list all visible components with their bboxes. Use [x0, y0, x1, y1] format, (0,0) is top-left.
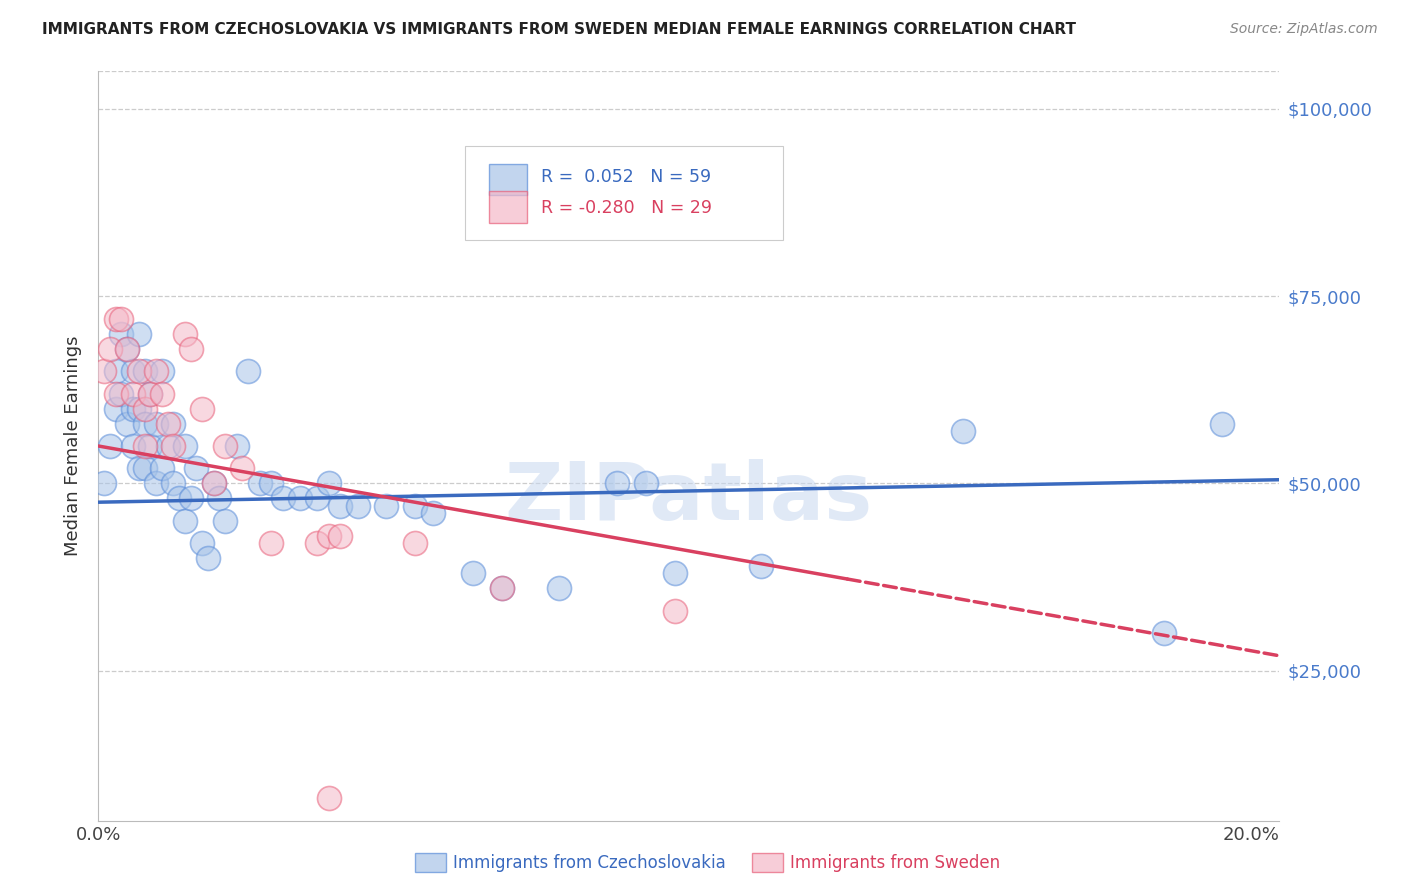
Point — [548, 582, 571, 596]
Point — [98, 439, 121, 453]
Point — [260, 536, 283, 550]
Point — [197, 551, 219, 566]
Point — [145, 476, 167, 491]
Point — [1211, 417, 1233, 431]
Point — [307, 491, 329, 506]
FancyBboxPatch shape — [489, 163, 527, 195]
Point — [214, 439, 236, 453]
Point — [104, 311, 127, 326]
Point — [128, 326, 150, 341]
Point — [104, 386, 127, 401]
Text: IMMIGRANTS FROM CZECHOSLOVAKIA VS IMMIGRANTS FROM SWEDEN MEDIAN FEMALE EARNINGS : IMMIGRANTS FROM CZECHOSLOVAKIA VS IMMIGR… — [42, 22, 1076, 37]
Point — [150, 364, 173, 378]
Text: R =  0.052   N = 59: R = 0.052 N = 59 — [541, 168, 711, 186]
Point — [128, 401, 150, 416]
Point — [202, 476, 225, 491]
Point — [329, 499, 352, 513]
Point — [404, 499, 426, 513]
Point — [634, 476, 657, 491]
Text: Immigrants from Sweden: Immigrants from Sweden — [790, 854, 1000, 871]
Point — [346, 499, 368, 513]
Point — [93, 476, 115, 491]
Point — [134, 401, 156, 416]
Point — [134, 417, 156, 431]
Point — [110, 386, 132, 401]
Point — [104, 364, 127, 378]
Point — [271, 491, 294, 506]
Point — [156, 417, 179, 431]
FancyBboxPatch shape — [464, 146, 783, 240]
Point — [238, 364, 260, 378]
Y-axis label: Median Female Earnings: Median Female Earnings — [65, 335, 83, 557]
Point — [375, 499, 398, 513]
Point — [156, 439, 179, 453]
Point — [150, 461, 173, 475]
Point — [606, 476, 628, 491]
Point — [214, 514, 236, 528]
Point — [122, 439, 145, 453]
Point — [404, 536, 426, 550]
Point — [173, 326, 195, 341]
Point — [110, 311, 132, 326]
Point — [180, 342, 202, 356]
Point — [225, 439, 247, 453]
Point — [461, 566, 484, 581]
Point — [115, 417, 138, 431]
Point — [664, 566, 686, 581]
Point — [93, 364, 115, 378]
Point — [115, 342, 138, 356]
Point — [173, 439, 195, 453]
Point — [318, 476, 340, 491]
Point — [491, 582, 513, 596]
Point — [110, 326, 132, 341]
Point — [145, 417, 167, 431]
Point — [134, 461, 156, 475]
Point — [491, 582, 513, 596]
Point — [191, 536, 214, 550]
Point — [122, 386, 145, 401]
Point — [98, 342, 121, 356]
Text: Source: ZipAtlas.com: Source: ZipAtlas.com — [1230, 22, 1378, 37]
Point — [249, 476, 271, 491]
Point — [307, 536, 329, 550]
Point — [318, 529, 340, 543]
Point — [288, 491, 311, 506]
Point — [128, 364, 150, 378]
Point — [128, 461, 150, 475]
Point — [167, 491, 190, 506]
Point — [162, 417, 184, 431]
Point — [150, 386, 173, 401]
Point — [104, 401, 127, 416]
Point — [260, 476, 283, 491]
Point — [422, 507, 444, 521]
Point — [1153, 626, 1175, 640]
Point — [162, 476, 184, 491]
Point — [173, 514, 195, 528]
Point — [122, 364, 145, 378]
Point — [749, 558, 772, 573]
Point — [145, 364, 167, 378]
Text: R = -0.280   N = 29: R = -0.280 N = 29 — [541, 200, 713, 218]
Text: Immigrants from Czechoslovakia: Immigrants from Czechoslovakia — [453, 854, 725, 871]
Text: ZIPatlas: ZIPatlas — [505, 459, 873, 538]
Point — [208, 491, 231, 506]
Point — [329, 529, 352, 543]
Point — [134, 364, 156, 378]
Point — [180, 491, 202, 506]
Point — [191, 401, 214, 416]
Point — [134, 439, 156, 453]
Point — [139, 386, 162, 401]
Point — [115, 342, 138, 356]
Point — [186, 461, 208, 475]
FancyBboxPatch shape — [489, 191, 527, 223]
Point — [318, 791, 340, 805]
Point — [952, 424, 974, 438]
Point — [162, 439, 184, 453]
Point — [231, 461, 253, 475]
Point — [202, 476, 225, 491]
Point — [139, 439, 162, 453]
Point — [664, 604, 686, 618]
Point — [139, 386, 162, 401]
Point — [122, 401, 145, 416]
